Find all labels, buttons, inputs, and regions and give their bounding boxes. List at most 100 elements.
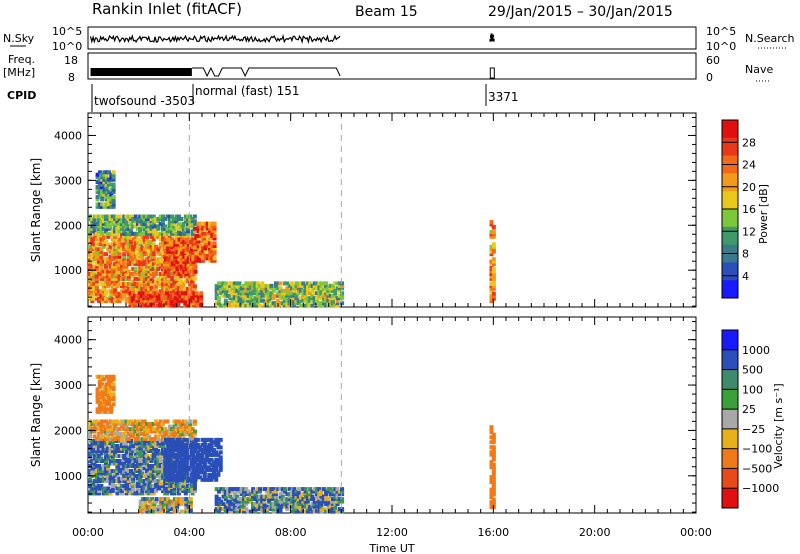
data-cell — [101, 441, 106, 446]
data-cell — [94, 289, 99, 294]
data-cell — [180, 442, 184, 447]
data-cell — [170, 274, 175, 279]
data-cell — [324, 293, 329, 298]
data-cell — [232, 296, 237, 301]
data-cell — [154, 272, 159, 276]
data-cell — [90, 481, 95, 486]
data-cell — [122, 464, 127, 468]
data-cell — [489, 445, 494, 450]
data-cell — [133, 217, 138, 221]
data-cell — [328, 283, 333, 288]
data-cell — [189, 460, 194, 465]
data-cell — [186, 276, 190, 281]
data-cell — [172, 484, 177, 488]
data-cell — [189, 264, 194, 269]
data-cell — [117, 221, 122, 226]
data-cell — [190, 484, 195, 488]
data-cell — [108, 446, 113, 451]
data-cell — [104, 432, 108, 436]
data-cell — [198, 452, 203, 457]
data-cell — [216, 437, 221, 442]
data-cell — [145, 432, 149, 436]
data-cell — [117, 422, 122, 426]
data-cell — [337, 497, 342, 502]
data-cell — [151, 231, 156, 236]
data-cell — [198, 475, 203, 480]
data-cell — [188, 434, 193, 439]
data-cell — [108, 214, 113, 219]
data-cell — [196, 303, 201, 308]
data-cell — [264, 293, 269, 298]
data-cell — [108, 272, 113, 276]
data-cell — [151, 422, 156, 426]
data-cell — [94, 489, 99, 493]
data-cell — [283, 281, 288, 286]
data-cell — [138, 226, 143, 231]
data-cell — [278, 492, 283, 497]
data-cell — [88, 427, 92, 431]
data-cell — [133, 281, 138, 286]
data-cell — [305, 504, 310, 509]
data-cell — [88, 491, 92, 496]
data-cell — [214, 452, 219, 457]
data-cell — [122, 272, 127, 276]
data-cell — [255, 499, 260, 504]
data-cell — [168, 247, 173, 252]
data-cell — [310, 494, 315, 499]
data-cell — [119, 419, 124, 424]
data-cell — [184, 254, 189, 259]
data-cell — [168, 475, 173, 480]
data-cell — [164, 252, 168, 257]
data-cell — [312, 507, 317, 512]
data-cell — [122, 469, 127, 473]
data-cell — [237, 502, 242, 507]
data-cell — [287, 293, 292, 298]
data-cell — [308, 303, 313, 308]
data-cell — [165, 281, 170, 286]
data-cell — [126, 419, 131, 424]
data-cell — [149, 244, 154, 249]
data-cell — [145, 284, 149, 289]
data-cell — [195, 445, 200, 450]
data-cell — [214, 502, 219, 507]
data-cell — [186, 427, 190, 431]
data-cell — [97, 254, 102, 259]
data-cell — [117, 281, 122, 286]
data-cell — [287, 291, 292, 296]
data-cell — [321, 487, 326, 492]
data-cell — [191, 465, 196, 470]
data-cell — [167, 486, 172, 491]
data-cell — [262, 487, 267, 492]
data-cell — [108, 422, 113, 426]
data-cell — [138, 427, 143, 431]
data-cell — [182, 452, 187, 457]
data-cell — [149, 249, 154, 254]
data-cell — [212, 243, 217, 248]
data-cell — [115, 274, 120, 279]
data-cell — [177, 437, 182, 442]
data-cell — [205, 253, 210, 258]
data-cell — [102, 387, 107, 392]
data-cell — [164, 264, 168, 269]
data-cell — [312, 296, 317, 301]
data-cell — [100, 192, 105, 197]
data-cell — [113, 219, 118, 224]
data-cell — [186, 440, 191, 445]
data-cell — [104, 384, 109, 389]
data-cell — [189, 472, 194, 477]
data-cell — [124, 276, 129, 281]
data-cell — [319, 502, 324, 507]
data-cell — [115, 229, 120, 234]
data-cell — [184, 437, 189, 442]
data-cell — [113, 484, 118, 488]
data-cell — [129, 249, 133, 254]
data-cell — [186, 214, 190, 219]
data-cell — [145, 239, 149, 244]
data-cell — [283, 502, 288, 507]
data-cell — [303, 489, 308, 494]
data-cell — [124, 234, 129, 239]
data-cell — [106, 217, 111, 221]
data-cell — [210, 246, 215, 251]
data-cell — [280, 293, 285, 298]
data-cell — [113, 217, 118, 221]
